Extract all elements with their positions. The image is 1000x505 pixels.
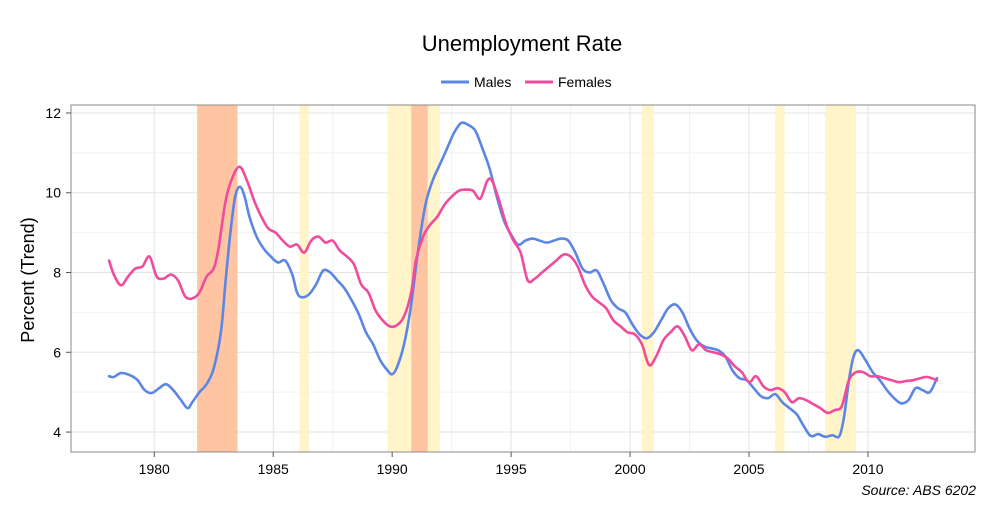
recession-band-minor: [775, 105, 785, 452]
y-tick-label: 4: [53, 424, 61, 440]
x-tick-label: 1980: [139, 461, 170, 477]
x-axis: 1980 1985 1990 1995 2000 2005 2010: [139, 452, 884, 477]
recession-band-minor: [299, 105, 309, 452]
x-tick-label: 2005: [733, 461, 764, 477]
y-tick-label: 6: [53, 344, 61, 360]
recession-band-minor: [427, 105, 440, 452]
y-axis: 4 6 8 10 12: [45, 105, 71, 440]
recession-band-major: [197, 105, 238, 452]
plot-panel: [70, 104, 976, 453]
legend: Males Females: [441, 74, 612, 90]
x-tick-label: 2000: [614, 461, 645, 477]
y-tick-label: 12: [45, 105, 61, 121]
y-tick-label: 8: [53, 265, 61, 281]
plot-border: [70, 104, 976, 453]
x-tick-label: 2010: [852, 461, 883, 477]
x-tick-label: 1995: [496, 461, 527, 477]
y-axis-label: Percent (Trend): [18, 217, 38, 342]
series-line-females: [107, 165, 939, 415]
source-note: Source: ABS 6202: [861, 482, 976, 498]
y-tick-label: 10: [45, 185, 61, 201]
legend-males-label: Males: [474, 74, 511, 90]
x-tick-label: 1990: [377, 461, 408, 477]
recession-band-minor: [825, 105, 857, 452]
recession-band-minor: [387, 105, 412, 452]
x-tick-label: 1985: [258, 461, 289, 477]
recession-band-major: [411, 105, 428, 452]
legend-females-label: Females: [558, 74, 612, 90]
recession-band-minor: [641, 105, 654, 452]
chart-title: Unemployment Rate: [422, 31, 623, 56]
